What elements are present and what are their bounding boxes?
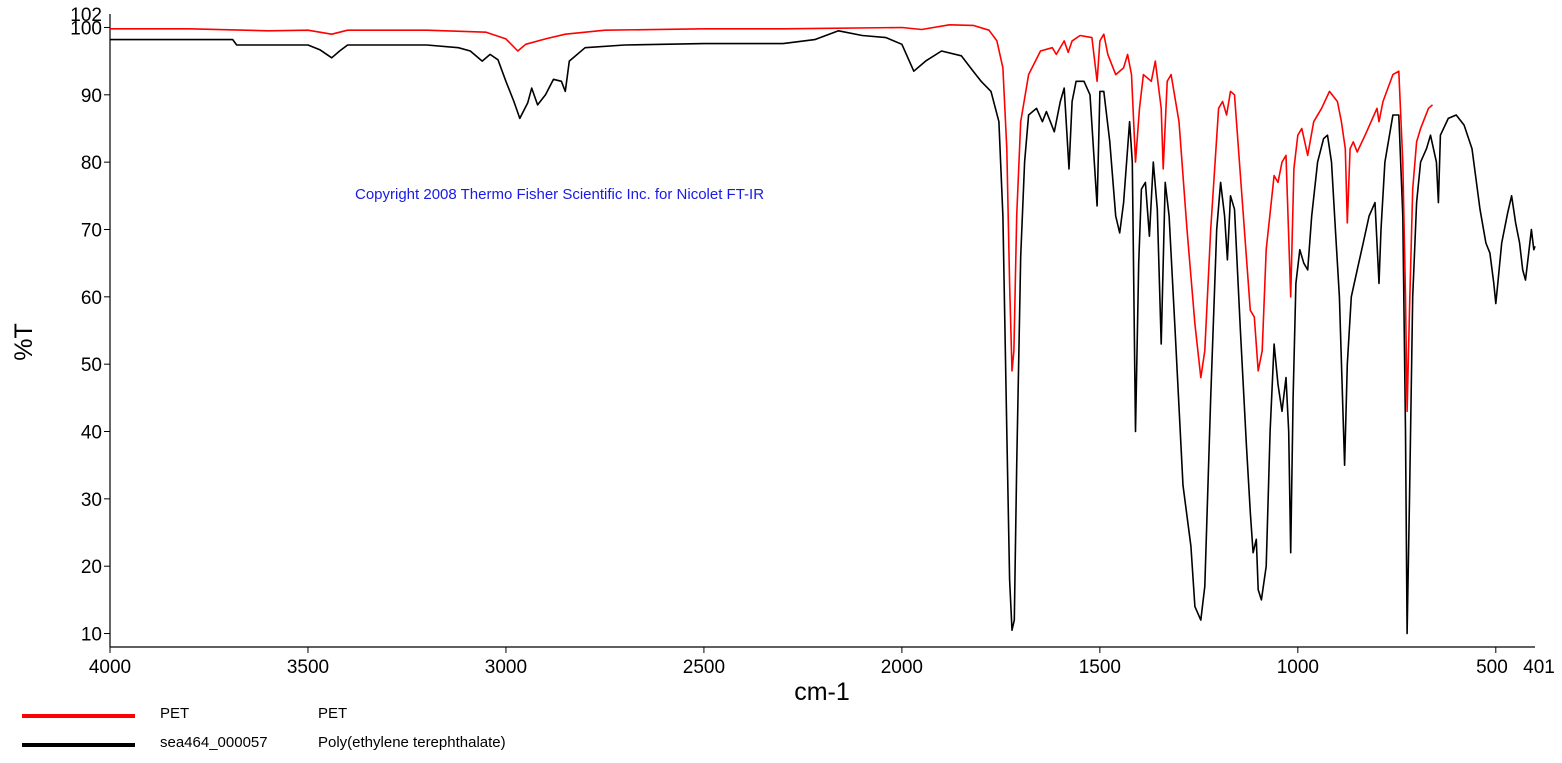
legend-swatch-black (22, 743, 135, 747)
legend-series-description: Poly(ethylene terephthalate) (318, 734, 506, 751)
legend-series-name: PET (160, 705, 190, 722)
y-tick-label: 30 (81, 490, 102, 511)
series-line-pet (110, 24, 1434, 413)
legend-swatch-red (22, 714, 135, 718)
x-tick-label: 1000 (1277, 657, 1319, 678)
x-tick-label: 1500 (1079, 657, 1121, 678)
y-top-label: 102 (70, 5, 102, 26)
y-tick-label: 40 (81, 423, 102, 444)
x-axis-title: cm-1 (794, 678, 850, 700)
y-tick-label: 80 (81, 153, 102, 174)
series-layer (110, 24, 1536, 635)
x-tick-label: 3000 (485, 657, 527, 678)
y-tick-label: 20 (81, 557, 102, 578)
x-tick-label: 3500 (287, 657, 329, 678)
legend-series-description: PET (318, 705, 348, 722)
x-axis: 4000 3500 3000 2500 2000 1500 1000 500 401 (89, 647, 1555, 678)
y-tick-label: 60 (81, 288, 102, 309)
legend: PET PET sea464_000057 Poly(ethylene tere… (0, 700, 1562, 760)
y-tick-label: 50 (81, 355, 102, 376)
legend-item: PET PET (0, 702, 700, 728)
x-tick-label: 4000 (89, 657, 131, 678)
y-tick-label: 10 (81, 625, 102, 646)
y-tick-label: 70 (81, 220, 102, 241)
x-end-label: 401 (1523, 657, 1555, 678)
y-tick-label: 100 (70, 18, 102, 39)
legend-item: sea464_000057 Poly(ethylene terephthalat… (0, 731, 700, 757)
x-tick-label: 500 (1476, 657, 1508, 678)
legend-series-name: sea464_000057 (160, 734, 268, 751)
x-tick-label: 2000 (881, 657, 923, 678)
x-tick-label: 2500 (683, 657, 725, 678)
y-tick-label: 90 (81, 86, 102, 107)
series-line-sea464-000057 (110, 30, 1536, 635)
y-axis-title: %T (10, 323, 38, 361)
copyright-annotation: Copyright 2008 Thermo Fisher Scientific … (355, 186, 764, 203)
